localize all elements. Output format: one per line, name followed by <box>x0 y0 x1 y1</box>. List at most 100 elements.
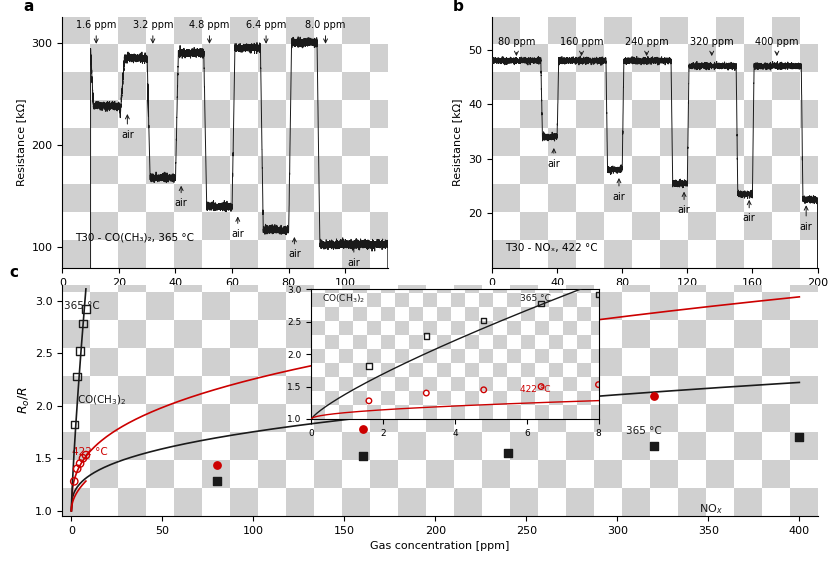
Bar <box>566 208 594 236</box>
Bar <box>342 100 370 128</box>
Bar <box>370 44 398 72</box>
Bar <box>398 44 427 72</box>
Bar <box>203 156 230 184</box>
Bar <box>790 320 818 348</box>
Bar <box>576 240 604 268</box>
Bar <box>342 128 370 156</box>
Bar <box>604 156 632 184</box>
Point <box>67 477 81 486</box>
Bar <box>146 16 174 44</box>
Bar <box>492 184 520 212</box>
Bar <box>146 156 174 184</box>
Bar <box>118 156 146 184</box>
Bar <box>62 156 90 184</box>
Bar <box>706 236 735 264</box>
Bar <box>174 212 203 240</box>
Bar <box>800 184 828 212</box>
Bar <box>370 236 398 264</box>
Bar <box>370 432 398 460</box>
Bar <box>62 0 90 16</box>
Bar <box>510 404 538 432</box>
Bar <box>800 0 828 16</box>
Bar <box>566 348 594 376</box>
Bar <box>744 156 772 184</box>
Bar <box>482 376 510 404</box>
Bar <box>744 72 772 100</box>
Bar <box>315 320 342 348</box>
Bar <box>800 16 828 44</box>
Bar <box>370 240 398 268</box>
Bar <box>538 264 566 292</box>
Text: air: air <box>548 149 560 169</box>
Bar <box>230 208 258 236</box>
Bar <box>660 16 688 44</box>
Bar <box>230 264 258 292</box>
Bar <box>520 44 548 72</box>
Bar <box>342 292 370 320</box>
Bar <box>286 72 315 100</box>
Bar <box>660 44 688 72</box>
Bar <box>548 100 576 128</box>
Bar <box>90 320 118 348</box>
Bar <box>203 292 230 320</box>
Bar <box>90 236 118 264</box>
Bar <box>174 156 203 184</box>
Bar <box>203 432 230 460</box>
Bar <box>230 236 258 264</box>
Bar <box>548 128 576 156</box>
Bar <box>492 100 520 128</box>
Bar <box>548 0 576 16</box>
Bar <box>203 488 230 516</box>
Bar <box>688 16 716 44</box>
Bar <box>370 100 398 128</box>
Bar <box>790 208 818 236</box>
Bar <box>398 488 427 516</box>
Bar <box>706 460 735 488</box>
Bar <box>342 432 370 460</box>
Bar <box>716 44 744 72</box>
Bar <box>576 100 604 128</box>
Bar <box>800 128 828 156</box>
Bar <box>566 236 594 264</box>
Bar <box>735 348 762 376</box>
Bar <box>370 292 398 320</box>
Bar <box>688 212 716 240</box>
Bar <box>203 376 230 404</box>
Bar <box>342 348 370 376</box>
Bar <box>678 348 706 376</box>
Bar <box>735 208 762 236</box>
Bar <box>735 488 762 516</box>
Bar <box>818 236 830 264</box>
Bar <box>538 348 566 376</box>
Bar <box>230 100 258 128</box>
Text: T30 - NOₓ, 422 °C: T30 - NOₓ, 422 °C <box>505 243 598 253</box>
Bar <box>370 156 398 184</box>
Bar <box>744 0 772 16</box>
Bar <box>706 320 735 348</box>
Bar <box>286 184 315 212</box>
Bar <box>427 404 454 432</box>
Bar <box>90 128 118 156</box>
Bar <box>538 320 566 348</box>
Bar <box>203 212 230 240</box>
Bar <box>118 404 146 432</box>
Bar <box>678 460 706 488</box>
Bar <box>230 320 258 348</box>
Bar <box>454 488 482 516</box>
Bar <box>818 264 830 292</box>
Bar <box>203 208 230 236</box>
Bar <box>398 404 427 432</box>
Bar <box>566 376 594 404</box>
Bar <box>62 208 90 236</box>
Bar <box>688 72 716 100</box>
Bar <box>342 236 370 264</box>
Point <box>71 372 84 381</box>
Bar <box>315 184 342 212</box>
Bar <box>174 320 203 348</box>
Bar <box>174 100 203 128</box>
Bar <box>800 44 828 72</box>
Bar <box>790 404 818 432</box>
Bar <box>427 292 454 320</box>
Bar <box>604 44 632 72</box>
Bar <box>146 44 174 72</box>
